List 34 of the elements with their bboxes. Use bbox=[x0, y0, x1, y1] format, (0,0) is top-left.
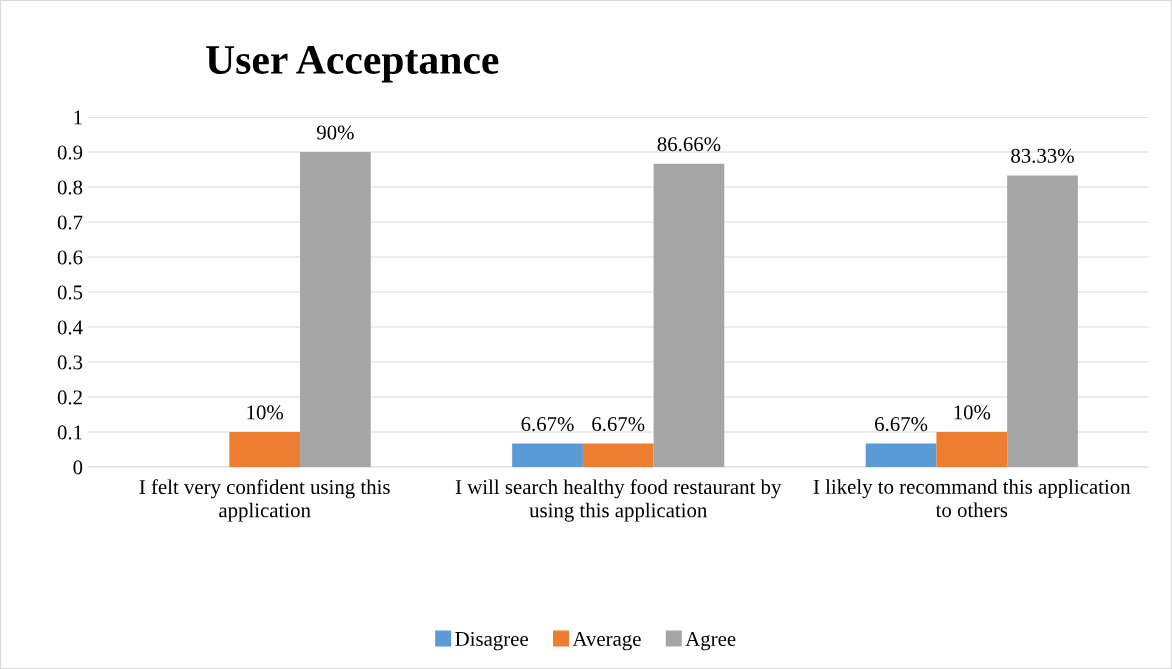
data-label: 90% bbox=[316, 125, 354, 140]
bar bbox=[865, 443, 937, 467]
y-tick-label: 0.3 bbox=[57, 355, 83, 370]
y-tick-label: 0.7 bbox=[57, 215, 83, 230]
bar bbox=[512, 443, 583, 467]
y-tick-label: 0.2 bbox=[57, 390, 82, 405]
data-label: 6.67% bbox=[592, 417, 645, 432]
legend-label: Average bbox=[572, 632, 641, 651]
y-tick-label: 0.9 bbox=[57, 145, 83, 160]
data-label: 83.33% bbox=[1011, 148, 1074, 163]
legend-label: Disagree bbox=[455, 631, 528, 651]
y-tick-label: 0.8 bbox=[57, 180, 83, 195]
bar bbox=[300, 152, 371, 467]
x-tick-label: I will search healthy food restaurant by using this application bbox=[455, 479, 782, 522]
chart-title: User Acceptance bbox=[206, 46, 499, 83]
bar bbox=[229, 431, 301, 467]
data-label: 6.67% bbox=[875, 417, 928, 432]
y-tick-label: 0.6 bbox=[57, 250, 83, 265]
x-tick-label: I likely to recommand this application to others bbox=[813, 479, 1131, 518]
data-label: 86.66% bbox=[657, 137, 721, 152]
bar bbox=[936, 431, 1008, 467]
y-tick-label: 0 bbox=[73, 460, 83, 475]
data-label: 10% bbox=[954, 405, 991, 420]
bar bbox=[653, 163, 725, 467]
y-tick-label: 0.4 bbox=[57, 320, 83, 335]
y-tick-label: 0.1 bbox=[57, 425, 82, 440]
data-label: 10% bbox=[247, 405, 284, 420]
bar bbox=[582, 443, 654, 467]
x-tick-label: I felt very confident using this application bbox=[139, 479, 390, 522]
y-tick-label: 0.5 bbox=[57, 285, 83, 300]
bar bbox=[1007, 175, 1078, 467]
data-label: 6.67% bbox=[521, 417, 574, 432]
y-tick-label: 1 bbox=[74, 110, 82, 125]
legend-label: Agree bbox=[685, 632, 736, 651]
